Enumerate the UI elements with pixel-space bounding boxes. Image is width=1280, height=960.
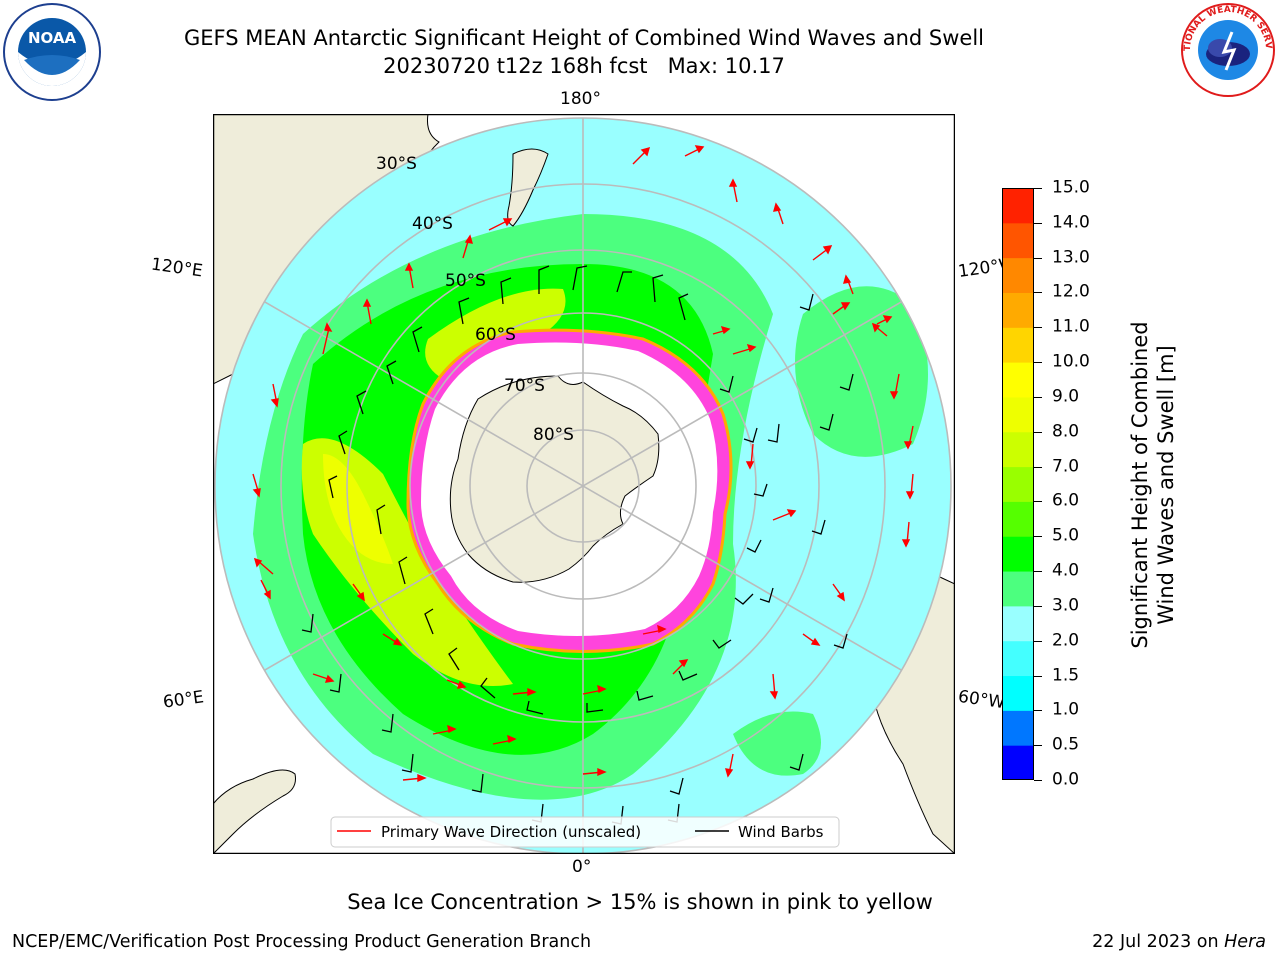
colorbar-segment: [1002, 675, 1034, 711]
colorbar-segment: [1002, 188, 1034, 224]
colorbar-tick-mark: [1034, 536, 1042, 538]
colorbar-tick-label: 15.0: [1052, 177, 1090, 198]
map-title: GEFS MEAN Antarctic Significant Height o…: [183, 26, 985, 50]
colorbar-tick-mark: [1034, 362, 1042, 364]
colorbar-tick-mark: [1034, 745, 1042, 747]
colorbar-segment: [1002, 745, 1034, 781]
colorbar-tick-mark: [1034, 501, 1042, 503]
colorbar-label-line2: Wind Waves and Swell [m]: [1154, 345, 1178, 625]
lat-label-80s: 80°S: [533, 425, 574, 445]
map-panel: 30°S 40°S 50°S 60°S 70°S 80°S Primary Wa…: [213, 114, 955, 854]
colorbar-tick-mark: [1034, 431, 1042, 433]
colorbar-tick-label: 6.0: [1052, 490, 1080, 511]
colorbar-tick-label: 7.0: [1052, 456, 1080, 477]
colorbar-label: Significant Height of Combined Wind Wave…: [1127, 285, 1179, 685]
colorbar-tick-label: 0.5: [1052, 734, 1080, 755]
land-africa: [213, 769, 296, 854]
colorbar-tick-mark: [1034, 640, 1042, 642]
colorbar-segment: [1002, 222, 1034, 259]
colorbar-tick-label: 0.0: [1052, 769, 1080, 790]
map-subtitle: 20230720 t12z 168h fcst Max: 10.17: [383, 54, 785, 78]
colorbar-segment: [1002, 640, 1034, 677]
colorbar-tick-label: 11.0: [1052, 316, 1090, 337]
noaa-logo-text: NOAA: [28, 29, 77, 47]
colorbar-tick-label: 8.0: [1052, 421, 1080, 442]
colorbar-tick-label: 1.0: [1052, 699, 1080, 720]
footer-date-text: 22 Jul 2023 on: [1092, 932, 1225, 952]
sea-ice-note: Sea Ice Concentration > 15% is shown in …: [347, 890, 933, 914]
land-antarctica: [449, 375, 660, 583]
footer-machine: Hera: [1224, 932, 1266, 952]
colorbar-tick-label: 12.0: [1052, 281, 1090, 302]
map-legend: Primary Wave Direction (unscaled) Wind B…: [330, 816, 840, 848]
colorbar-segment: [1002, 396, 1034, 433]
colorbar-tick-mark: [1034, 222, 1042, 224]
colorbar-tick-mark: [1034, 675, 1042, 677]
colorbar-tick-label: 1.5: [1052, 665, 1080, 686]
colorbar-segment: [1002, 466, 1034, 502]
colorbar-tick-label: 9.0: [1052, 386, 1080, 407]
colorbar-tick-label: 3.0: [1052, 595, 1080, 616]
colorbar-segment: [1002, 605, 1034, 642]
wave-patch-southeast: [733, 711, 821, 776]
colorbar-segment: [1002, 362, 1034, 398]
lon-label-0: 0°: [572, 857, 592, 877]
colorbar-segment: [1002, 327, 1034, 363]
colorbar: [1002, 188, 1034, 781]
colorbar-tick-mark: [1034, 292, 1042, 294]
lon-label-180: 180°: [560, 89, 601, 109]
colorbar-tick-mark: [1034, 188, 1042, 189]
wave-band-8m: [323, 454, 393, 564]
colorbar-segment: [1002, 292, 1034, 328]
colorbar-tick-mark: [1034, 710, 1042, 712]
land-new-zealand: [507, 148, 549, 227]
colorbar-tick-label: 5.0: [1052, 525, 1080, 546]
legend-barb-label: Wind Barbs: [738, 823, 824, 841]
legend-wave-label: Primary Wave Direction (unscaled): [381, 823, 641, 841]
lon-label-60e: 60°E: [161, 687, 206, 713]
colorbar-tick-label: 4.0: [1052, 560, 1080, 581]
lon-label-60w: 60°W: [956, 686, 1007, 714]
lat-label-40s: 40°S: [412, 214, 453, 234]
colorbar-tick-mark: [1034, 327, 1042, 329]
colorbar-segment: [1002, 501, 1034, 537]
lat-label-70s: 70°S: [504, 376, 545, 396]
lat-label-30s: 30°S: [376, 154, 417, 174]
colorbar-segment: [1002, 571, 1034, 607]
colorbar-label-line1: Significant Height of Combined: [1128, 321, 1152, 649]
colorbar-segment: [1002, 710, 1034, 746]
colorbar-tick-label: 14.0: [1052, 212, 1090, 233]
colorbar-tick-mark: [1034, 780, 1042, 781]
lat-label-60s: 60°S: [475, 325, 516, 345]
colorbar-tick-mark: [1034, 571, 1042, 573]
colorbar-tick-mark: [1034, 257, 1042, 259]
nws-logo-icon: NATIONAL WEATHER SERVICE: [1176, 0, 1276, 98]
colorbar-tick-mark: [1034, 605, 1042, 607]
footer-credit: NCEP/EMC/Verification Post Processing Pr…: [12, 932, 592, 952]
lat-label-50s: 50°S: [445, 271, 486, 291]
colorbar-segment: [1002, 257, 1034, 293]
colorbar-tick-mark: [1034, 466, 1042, 468]
colorbar-tick-mark: [1034, 396, 1042, 398]
colorbar-tick-label: 2.0: [1052, 630, 1080, 651]
lon-label-120e: 120°E: [149, 254, 204, 282]
colorbar-segment: [1002, 536, 1034, 572]
colorbar-tick-label: 13.0: [1052, 247, 1090, 268]
noaa-logo-icon: NOAA: [2, 2, 102, 102]
colorbar-segment: [1002, 431, 1034, 468]
colorbar-tick-label: 10.0: [1052, 351, 1090, 372]
footer-date: 22 Jul 2023 on Hera: [1092, 932, 1266, 952]
wave-patch-east: [795, 286, 928, 457]
